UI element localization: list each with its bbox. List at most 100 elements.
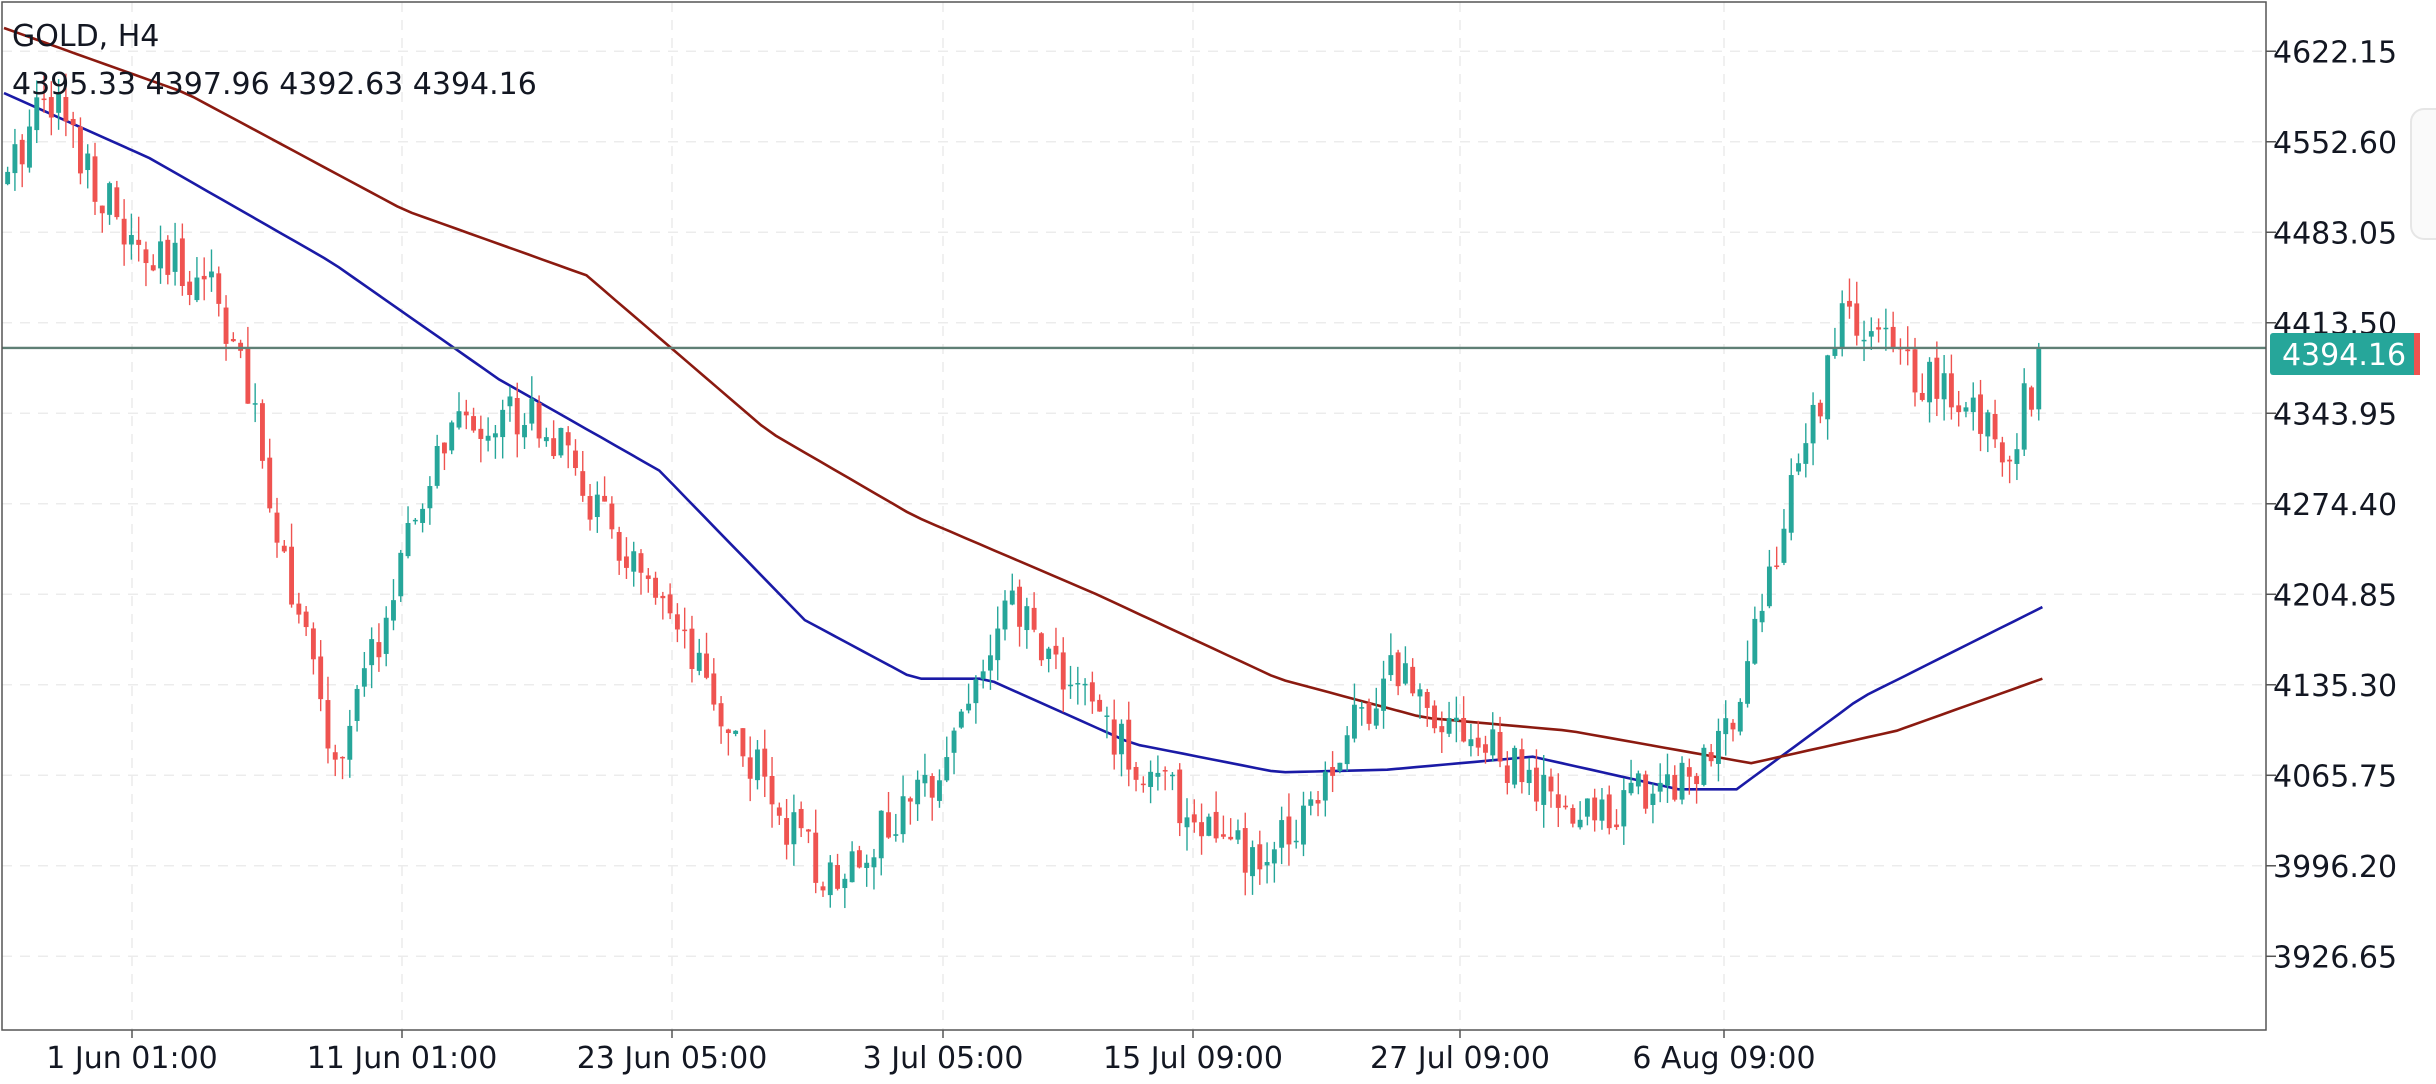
candle-body [966, 703, 972, 711]
side-panel-handle[interactable] [2410, 108, 2436, 240]
candle-body [674, 614, 680, 630]
candle-body [1388, 655, 1394, 676]
candle-body [1963, 407, 1969, 412]
candle-body [303, 611, 309, 628]
candle-body [1257, 844, 1263, 870]
candle-body [551, 438, 557, 457]
candle-body [1111, 719, 1117, 755]
candle-body [128, 235, 134, 245]
candle-body [1148, 771, 1154, 787]
candle-body [463, 411, 469, 416]
candle-body [1614, 824, 1619, 828]
candle-body [289, 546, 294, 605]
candle-body [1366, 702, 1372, 724]
candle-body [1584, 798, 1590, 817]
candle-body [704, 653, 709, 678]
candle-body [1621, 790, 1627, 827]
candle-body [274, 512, 280, 543]
candle-body [871, 857, 877, 868]
x-tick-label: 11 Jun 01:00 [307, 1041, 498, 1076]
candle-body [1723, 718, 1729, 735]
axis-labels: 4622.154552.604483.054413.504343.954274.… [46, 35, 2397, 1076]
candle-body [420, 508, 426, 523]
candle-body [1679, 762, 1685, 800]
candle-body [1395, 652, 1401, 687]
candle-body [689, 628, 695, 670]
candle-body [667, 594, 673, 614]
candle-body [1628, 782, 1634, 794]
candle-body [1424, 692, 1430, 708]
candle-body [223, 307, 229, 344]
candle-body [718, 703, 724, 727]
candle-body [456, 411, 462, 428]
candle-body [1643, 774, 1649, 809]
candle-body [1825, 355, 1831, 420]
candle-body [34, 97, 40, 131]
candle-body [485, 435, 491, 441]
candle-body [1060, 652, 1066, 690]
candle-body [1337, 762, 1343, 771]
candle-body [1177, 769, 1183, 824]
candle-body [1766, 566, 1772, 607]
candle-body [442, 442, 447, 454]
candle-body [849, 851, 855, 883]
candle-body [1301, 805, 1306, 845]
candle-body [1330, 767, 1336, 776]
candle-body [1890, 326, 1896, 349]
candle-body [361, 668, 367, 687]
candle-body [1948, 373, 1954, 408]
candle-body [1737, 701, 1743, 732]
candle-body [1839, 303, 1845, 349]
candle-body [471, 416, 476, 431]
candle-body [973, 679, 979, 704]
candle-body [209, 271, 214, 278]
candle-body [1788, 475, 1794, 533]
y-tick-label: 4274.40 [2273, 488, 2397, 523]
candle-body [755, 749, 760, 781]
candle-body [624, 556, 629, 568]
candle-body [1126, 719, 1132, 770]
candle-body [1876, 327, 1882, 330]
candle-body [1810, 404, 1816, 444]
symbol-timeframe-label: GOLD, H4 [12, 19, 159, 54]
candle-body [1468, 739, 1474, 747]
candle-body [1563, 805, 1568, 808]
candle-body [1381, 678, 1386, 711]
candle-body [1796, 463, 1801, 472]
candle-body [1089, 682, 1095, 702]
candle-body [958, 711, 964, 728]
candle-body [1453, 717, 1459, 722]
candle-body [70, 118, 76, 126]
candle-body [856, 850, 862, 868]
candle-body [2029, 387, 2034, 410]
candle-body [1322, 771, 1328, 801]
candle-body [412, 519, 418, 522]
candle-body [1570, 808, 1576, 824]
candle-body [2036, 347, 2042, 410]
candle-body [1432, 705, 1437, 729]
candle-body [1373, 708, 1379, 726]
candle-body [1497, 731, 1503, 762]
candles [5, 73, 2042, 909]
candle-body [245, 347, 251, 404]
candle-body [1745, 661, 1750, 704]
candle-body [230, 339, 236, 342]
candle-body [1410, 666, 1416, 694]
candle-body [1599, 799, 1605, 821]
candle-body [587, 496, 593, 520]
candle-body [1716, 730, 1721, 764]
candle-body [762, 748, 768, 777]
candle-body [1184, 817, 1190, 828]
y-tick-label: 4483.05 [2273, 216, 2397, 251]
candle-body [1002, 600, 1008, 630]
candle-body [398, 552, 404, 597]
y-tick-label: 4622.15 [2273, 35, 2397, 70]
candle-body [1286, 816, 1292, 845]
candle-body [1512, 747, 1518, 785]
candle-body [1650, 793, 1656, 805]
candle-body [827, 862, 833, 896]
candle-body [143, 249, 149, 264]
candle-body [281, 545, 287, 552]
